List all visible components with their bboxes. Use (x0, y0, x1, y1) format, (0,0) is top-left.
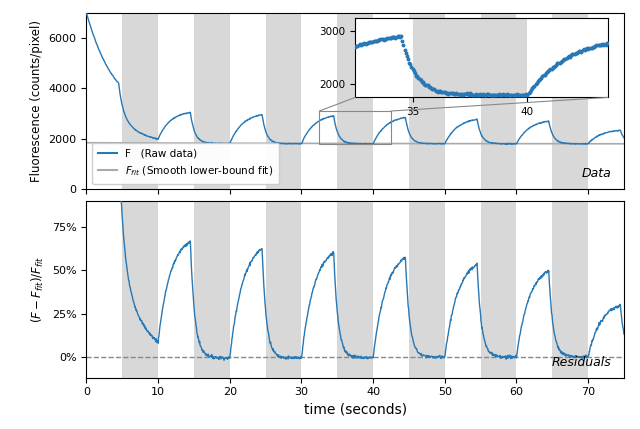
Bar (516, 201, 552, 378)
Legend: F   (Raw data), $F_{fit}$ (Smooth lower-bound fit): F (Raw data), $F_{fit}$ (Smooth lower-bo… (92, 142, 279, 184)
Bar (588, 13, 624, 189)
Bar (516, 13, 552, 189)
Y-axis label: $(F - F_{fit})/F_{fit}$: $(F - F_{fit})/F_{fit}$ (30, 256, 46, 323)
Bar (158, 13, 194, 189)
Bar (86, 13, 122, 189)
Bar (230, 13, 266, 189)
Bar (319, 111, 391, 144)
Y-axis label: Fluorescence (counts/pixel): Fluorescence (counts/pixel) (30, 20, 43, 182)
Bar (373, 201, 409, 378)
Bar (158, 201, 194, 378)
Text: Data: Data (582, 167, 612, 180)
Bar (301, 13, 337, 189)
Bar (373, 13, 409, 189)
Text: Residuals: Residuals (552, 356, 612, 369)
Bar (301, 201, 337, 378)
Bar (230, 201, 266, 378)
Bar (588, 201, 624, 378)
Bar (445, 201, 481, 378)
Bar (445, 13, 481, 189)
Bar (86, 201, 122, 378)
X-axis label: time (seconds): time (seconds) (303, 403, 407, 417)
